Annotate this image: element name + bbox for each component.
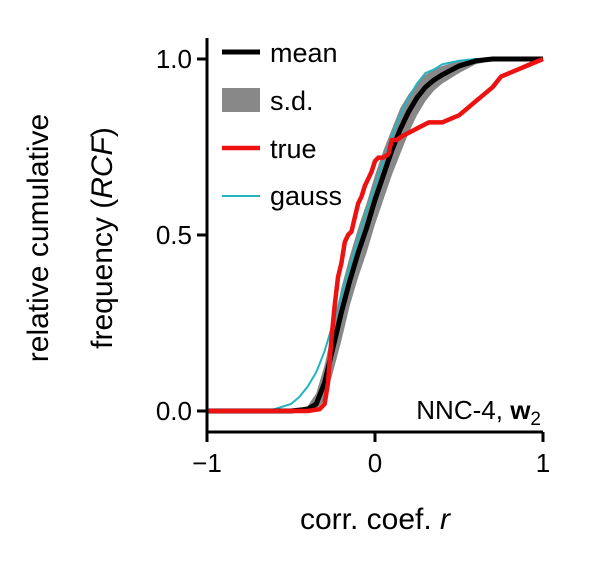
legend-sd-label: s.d. <box>270 86 314 116</box>
x-tick-label: 1 <box>536 448 550 478</box>
axes: 0.0 0.5 1.0 −1 0 1 <box>156 38 550 478</box>
legend-true-label: true <box>270 134 317 164</box>
legend: mean s.d. true gauss <box>222 38 342 211</box>
x-tick-label: −1 <box>192 448 222 478</box>
annotation-label: NNC-4, w2 <box>416 395 541 430</box>
x-axis-title: corr. coef. r <box>300 503 451 536</box>
legend-sd-swatch <box>222 88 260 112</box>
gauss-line <box>206 58 543 412</box>
y-tick-label: 1.0 <box>156 44 192 74</box>
true-line <box>207 56 544 414</box>
y-axis-title-line1: relative cumulative <box>22 114 55 362</box>
x-ticks: −1 0 1 <box>192 432 550 478</box>
mean-line <box>207 56 543 414</box>
x-tick-label: 0 <box>368 448 382 478</box>
y-tick-label: 0.0 <box>156 396 192 426</box>
y-ticks: 0.0 0.5 1.0 <box>156 44 207 426</box>
legend-mean-label: mean <box>270 38 338 68</box>
y-tick-label: 0.5 <box>156 220 192 250</box>
plot-area <box>206 56 544 414</box>
y-axis-title-line2: frequency (RCF) <box>86 127 119 349</box>
legend-gauss-label: gauss <box>270 181 342 211</box>
